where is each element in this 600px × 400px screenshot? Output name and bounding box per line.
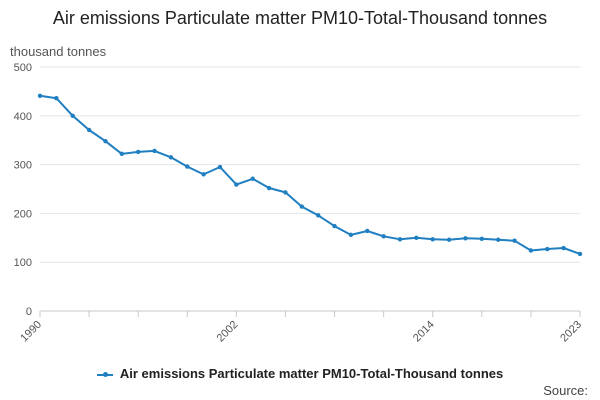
y-tick-label: 0 [26, 306, 32, 318]
data-point [86, 127, 92, 133]
x-tick-label: 1990 [18, 319, 44, 345]
x-tick-label: 2002 [215, 319, 241, 345]
data-point [315, 213, 321, 218]
data-point [54, 96, 59, 101]
legend-line-marker-icon [96, 371, 113, 377]
data-point [119, 151, 125, 157]
data-point [545, 246, 550, 252]
data-point [152, 148, 157, 154]
data-point [528, 248, 534, 253]
y-tick-label: 500 [14, 62, 32, 74]
data-point [37, 93, 43, 98]
data-point [348, 232, 354, 238]
x-tick-label: 2014 [411, 319, 437, 345]
data-point [365, 228, 370, 234]
data-point [266, 185, 272, 191]
data-point [414, 235, 419, 240]
data-point [135, 149, 141, 155]
data-point [250, 176, 255, 181]
data-point [495, 237, 501, 242]
data-point [512, 238, 517, 243]
data-point [70, 113, 75, 119]
data-point [217, 164, 223, 170]
legend[interactable]: Air emissions Particulate matter PM10-To… [0, 366, 600, 381]
x-tick-label: 2023 [558, 319, 584, 345]
legend-label: Air emissions Particulate matter PM10-To… [119, 366, 504, 381]
data-point [577, 251, 583, 257]
data-point [201, 172, 206, 177]
data-point [561, 245, 566, 251]
data-point [234, 182, 239, 187]
series-line [39, 94, 581, 255]
y-tick-label: 200 [14, 208, 32, 220]
data-point [283, 190, 288, 195]
y-axis-label: thousand tonnes [10, 44, 107, 59]
data-point [332, 223, 337, 229]
y-tick-label: 400 [14, 111, 32, 123]
data-point [479, 236, 485, 241]
y-tick-label: 100 [14, 257, 32, 269]
y-tick-label: 300 [14, 160, 32, 172]
data-point [168, 155, 174, 160]
data-point [185, 164, 190, 169]
data-point [463, 236, 468, 241]
data-point [446, 237, 452, 242]
data-point [397, 237, 403, 242]
source-label: Source: [543, 383, 588, 398]
data-point [103, 138, 108, 144]
data-point [430, 237, 435, 242]
chart-title: Air emissions Particulate matter PM10-To… [52, 8, 548, 28]
data-point [299, 204, 305, 209]
data-point [381, 234, 386, 239]
